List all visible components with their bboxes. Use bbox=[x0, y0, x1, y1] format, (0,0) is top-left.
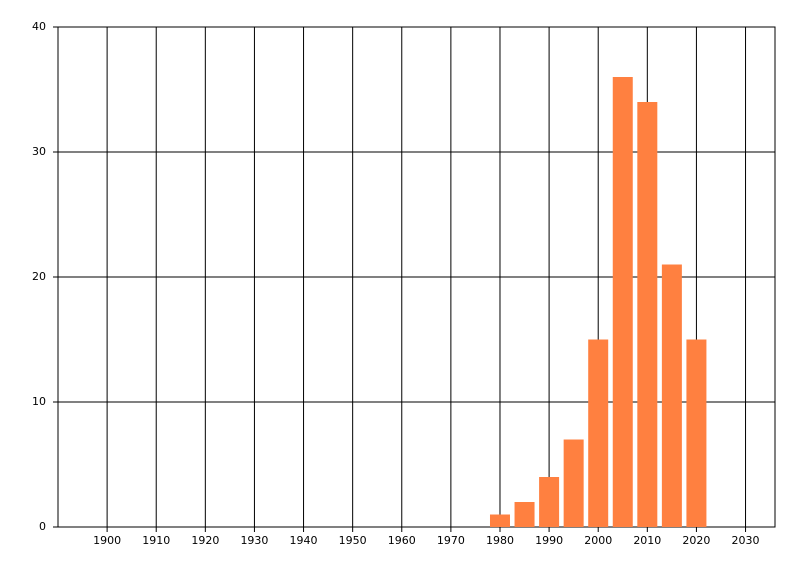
x-tick-label: 1910 bbox=[142, 534, 170, 547]
y-tick-label: 20 bbox=[32, 270, 46, 283]
bar bbox=[612, 77, 633, 527]
bar bbox=[588, 339, 609, 527]
bar bbox=[563, 439, 584, 527]
y-tick-label: 10 bbox=[32, 395, 46, 408]
bar bbox=[686, 339, 707, 527]
x-tick-label: 2010 bbox=[633, 534, 661, 547]
x-tick-label: 1970 bbox=[437, 534, 465, 547]
bar bbox=[489, 514, 510, 527]
y-tick-label: 30 bbox=[32, 145, 46, 158]
x-tick-label: 2030 bbox=[732, 534, 760, 547]
bar bbox=[661, 264, 682, 527]
x-tick-label: 1990 bbox=[535, 534, 563, 547]
x-tick-label: 1940 bbox=[290, 534, 318, 547]
y-tick-label: 40 bbox=[32, 20, 46, 33]
bar bbox=[514, 502, 535, 527]
x-tick-label: 2000 bbox=[584, 534, 612, 547]
x-tick-label: 1960 bbox=[388, 534, 416, 547]
x-tick-label: 1950 bbox=[339, 534, 367, 547]
x-tick-label: 2020 bbox=[682, 534, 710, 547]
x-tick-label: 1920 bbox=[191, 534, 219, 547]
bar bbox=[637, 102, 658, 527]
x-tick-label: 1900 bbox=[93, 534, 121, 547]
x-tick-label: 1980 bbox=[486, 534, 514, 547]
bar bbox=[539, 477, 560, 527]
y-tick-label: 0 bbox=[39, 520, 46, 533]
x-tick-label: 1930 bbox=[240, 534, 268, 547]
